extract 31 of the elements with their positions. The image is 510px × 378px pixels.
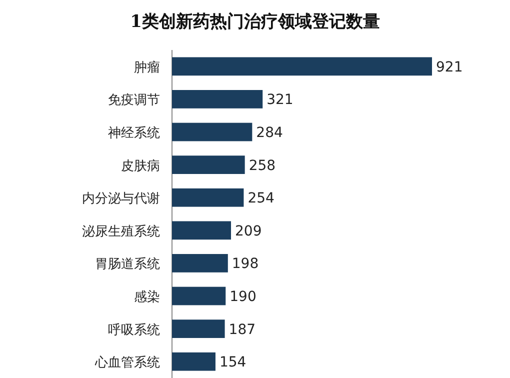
bar bbox=[172, 286, 226, 306]
bar bbox=[172, 254, 228, 272]
data-label: 209 bbox=[235, 223, 262, 240]
data-label: 321 bbox=[266, 92, 294, 108]
y-tick-label: 胃肠道系统 bbox=[95, 257, 160, 272]
bar bbox=[172, 352, 216, 371]
bar bbox=[172, 122, 252, 142]
y-tick-label: 神经系统 bbox=[108, 126, 160, 141]
y-tick-label: 心血管系统 bbox=[94, 354, 160, 371]
data-label: 921 bbox=[436, 59, 463, 76]
bar bbox=[172, 188, 244, 207]
bar bbox=[172, 221, 231, 240]
data-label: 187 bbox=[228, 322, 256, 338]
y-tick-label: 感染 bbox=[134, 290, 160, 305]
chart-title: 1类创新药热门治疗领域登记数量 bbox=[130, 12, 380, 32]
data-label: 198 bbox=[232, 256, 259, 272]
y-tick-label: 泌尿生殖系统 bbox=[82, 224, 160, 240]
y-tick-label: 肿瘤 bbox=[134, 59, 160, 76]
y-tick-label: 皮肤病 bbox=[121, 158, 160, 174]
bar bbox=[172, 90, 263, 108]
y-tick-label: 免疫调节 bbox=[108, 93, 160, 108]
bar bbox=[172, 57, 432, 76]
data-label: 190 bbox=[230, 289, 256, 305]
bar bbox=[172, 156, 245, 174]
data-label: 154 bbox=[219, 354, 246, 371]
data-label: 258 bbox=[248, 158, 276, 174]
bar bbox=[172, 320, 225, 338]
y-tick-label: 呼吸系统 bbox=[108, 322, 160, 338]
y-tick-label: 内分泌与代谢 bbox=[82, 192, 160, 207]
data-label: 284 bbox=[256, 125, 283, 141]
data-label: 254 bbox=[248, 190, 275, 207]
